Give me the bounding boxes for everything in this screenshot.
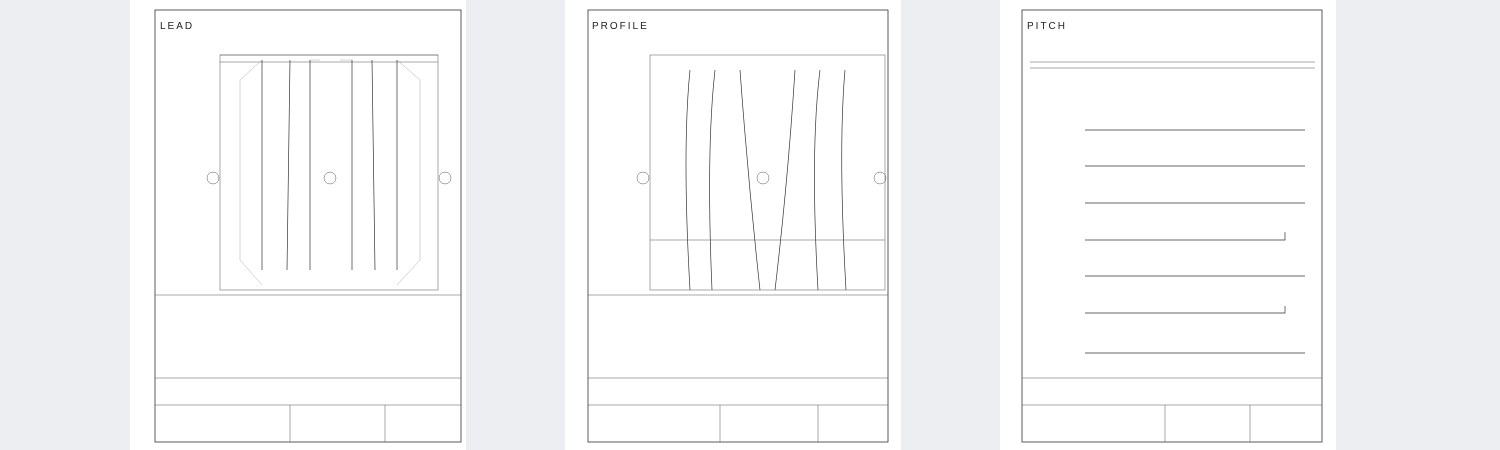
lead-trace	[261, 59, 398, 271]
sheet-frame	[154, 9, 462, 443]
marker	[756, 171, 770, 185]
sheet-title: PITCH	[1027, 21, 1067, 32]
sheet-title: LEAD	[160, 21, 194, 32]
profile-sheet: PROFILE	[565, 0, 901, 450]
sheet	[130, 0, 466, 450]
sheet	[565, 0, 901, 450]
sheet-title: PROFILE	[592, 21, 649, 32]
lead-sheet: LEAD	[130, 0, 466, 450]
marker	[438, 171, 452, 185]
marker	[873, 171, 887, 185]
pitch-trace	[1085, 129, 1305, 354]
marker	[636, 171, 650, 185]
chart-box	[219, 54, 439, 291]
chart-box	[649, 54, 886, 291]
marker	[323, 171, 337, 185]
sheet	[1000, 0, 1336, 450]
sheet-frame	[1021, 9, 1323, 443]
pitch-sheet: PITCH	[1000, 0, 1336, 450]
profile-trace	[685, 69, 847, 291]
marker	[206, 171, 220, 185]
sheet-frame	[587, 9, 889, 443]
tolerance	[239, 59, 421, 286]
